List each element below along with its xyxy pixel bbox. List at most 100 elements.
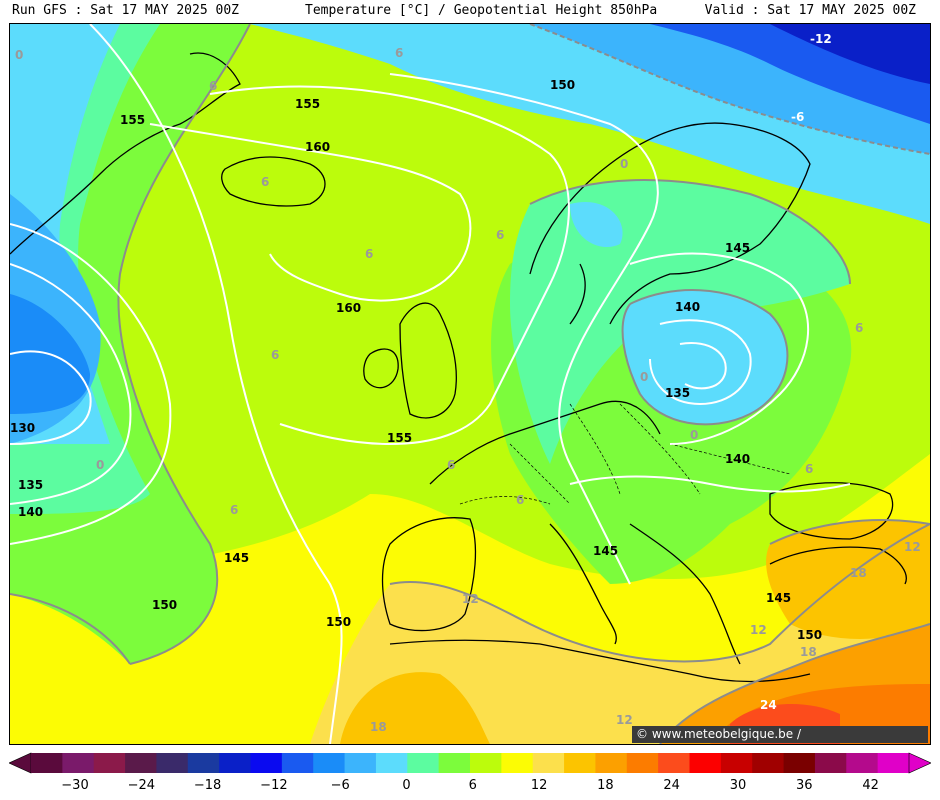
height-label: 150 — [152, 598, 177, 612]
temp-label: 0 — [640, 370, 648, 384]
temp-label: 24 — [760, 698, 777, 712]
field-cooler-central — [510, 180, 850, 465]
temp-label: 6 — [447, 458, 455, 472]
scale-tick-label: 12 — [530, 778, 548, 793]
temp-label-group: 0 6 6 -12 -6 0 6 6 6 6 0 0 6 6 6 6 6 12 … — [15, 32, 921, 734]
valid-label: Valid : Sat 17 MAY 2025 00Z — [704, 3, 916, 18]
borders — [459, 403, 791, 505]
temp-label: 12 — [750, 623, 767, 637]
temp-label: 0 — [96, 458, 104, 472]
height-label: 145 — [224, 551, 249, 565]
scale-swatch — [720, 753, 753, 773]
scale-swatch — [125, 753, 157, 773]
temp-label: 12 — [904, 540, 921, 554]
scale-swatch — [344, 753, 377, 773]
temp-label: 12 — [616, 713, 633, 727]
height-label: 140 — [725, 452, 750, 466]
scale-tick-label: −24 — [127, 778, 156, 793]
scale-arrow-left — [9, 752, 32, 774]
height-label: 140 — [18, 505, 43, 519]
height-label: 155 — [120, 113, 145, 127]
temp-label: 6 — [395, 46, 403, 60]
height-label: 145 — [766, 591, 791, 605]
scale-swatch — [219, 753, 251, 773]
temp-label: 6 — [496, 228, 504, 242]
scale-swatch — [62, 753, 95, 773]
scale-swatch — [814, 753, 847, 773]
scale-swatch — [250, 753, 283, 773]
scale-tick-label: −30 — [61, 778, 89, 793]
scale-swatch — [783, 753, 816, 773]
scale-swatch — [470, 753, 502, 773]
temp-label: 6 — [805, 462, 813, 476]
height-label: 160 — [336, 301, 361, 315]
run-label: Run GFS : Sat 17 MAY 2025 00Z — [12, 3, 239, 18]
scale-swatch — [156, 753, 189, 773]
field-orange-africa — [340, 672, 490, 744]
scale-swatch — [438, 753, 471, 773]
scale-swatch — [501, 753, 534, 773]
height-label: 150 — [326, 615, 351, 629]
scale-swatch — [752, 753, 785, 773]
scale-swatch — [375, 753, 408, 773]
height-label: 130 — [10, 421, 35, 435]
temp-label: 6 — [230, 503, 238, 517]
scale-tick-label: 36 — [796, 778, 813, 793]
scale-tick-label: −12 — [260, 778, 288, 793]
scale-swatch — [93, 753, 126, 773]
height-label: 160 — [305, 140, 330, 154]
temp-label: 6 — [209, 79, 217, 93]
temp-label: 18 — [370, 720, 387, 734]
height-label: 145 — [593, 544, 618, 558]
scale-tick-label: 18 — [597, 778, 614, 793]
scale-swatch — [626, 753, 659, 773]
scale-swatch — [658, 753, 690, 773]
temp-label: 6 — [516, 493, 524, 507]
color-scale-bar — [9, 752, 931, 774]
field-cold-scandinavia — [570, 202, 623, 248]
scale-swatch — [407, 753, 440, 773]
scale-swatch — [595, 753, 628, 773]
scale-swatch — [689, 753, 722, 773]
height-label: 135 — [665, 386, 690, 400]
scale-tick-label: 30 — [729, 778, 747, 793]
scale-arrow-right — [908, 752, 931, 774]
temp-label: 6 — [855, 321, 863, 335]
scale-swatch — [31, 753, 63, 773]
temp-label: 18 — [850, 566, 867, 580]
temp-label: 12 — [462, 592, 479, 606]
temp-label: 18 — [800, 645, 817, 659]
temp-label: 0 — [15, 48, 23, 62]
scale-swatch — [564, 753, 596, 773]
scale-tick-label: −6 — [330, 778, 350, 793]
temp-label: -6 — [791, 110, 804, 124]
height-label: 155 — [295, 97, 320, 111]
scale-tick-label: −18 — [193, 778, 222, 793]
temp-label: 0 — [620, 157, 628, 171]
temp-label: -12 — [810, 32, 832, 46]
scale-tick-label: 42 — [862, 778, 879, 793]
scale-swatch — [846, 753, 879, 773]
map-title: Temperature [°C] / Geopotential Height 8… — [305, 3, 658, 18]
scale-tick-label: 24 — [663, 778, 680, 793]
temp-label: 6 — [261, 175, 269, 189]
weather-map: 150 155 160 155 145 140 135 140 160 155 … — [9, 23, 931, 745]
field-arctic — [770, 24, 930, 84]
height-label: 150 — [550, 78, 575, 92]
height-label: 155 — [387, 431, 412, 445]
isotherms — [10, 24, 930, 744]
scale-tick-label: 6 — [468, 778, 477, 793]
height-contours — [10, 24, 851, 744]
height-label-group: 150 155 160 155 145 140 135 140 160 155 … — [10, 78, 822, 642]
scale-swatch — [877, 753, 910, 773]
height-label: 135 — [18, 478, 43, 492]
temp-label: 0 — [690, 428, 698, 442]
height-label: 150 — [797, 628, 822, 642]
height-label: 145 — [725, 241, 750, 255]
temp-label: 6 — [365, 247, 373, 261]
scale-swatch — [281, 753, 314, 773]
height-label: 140 — [675, 300, 700, 314]
scale-swatch — [532, 753, 565, 773]
scale-tick-label: 0 — [402, 778, 411, 793]
scale-swatch — [313, 753, 346, 773]
